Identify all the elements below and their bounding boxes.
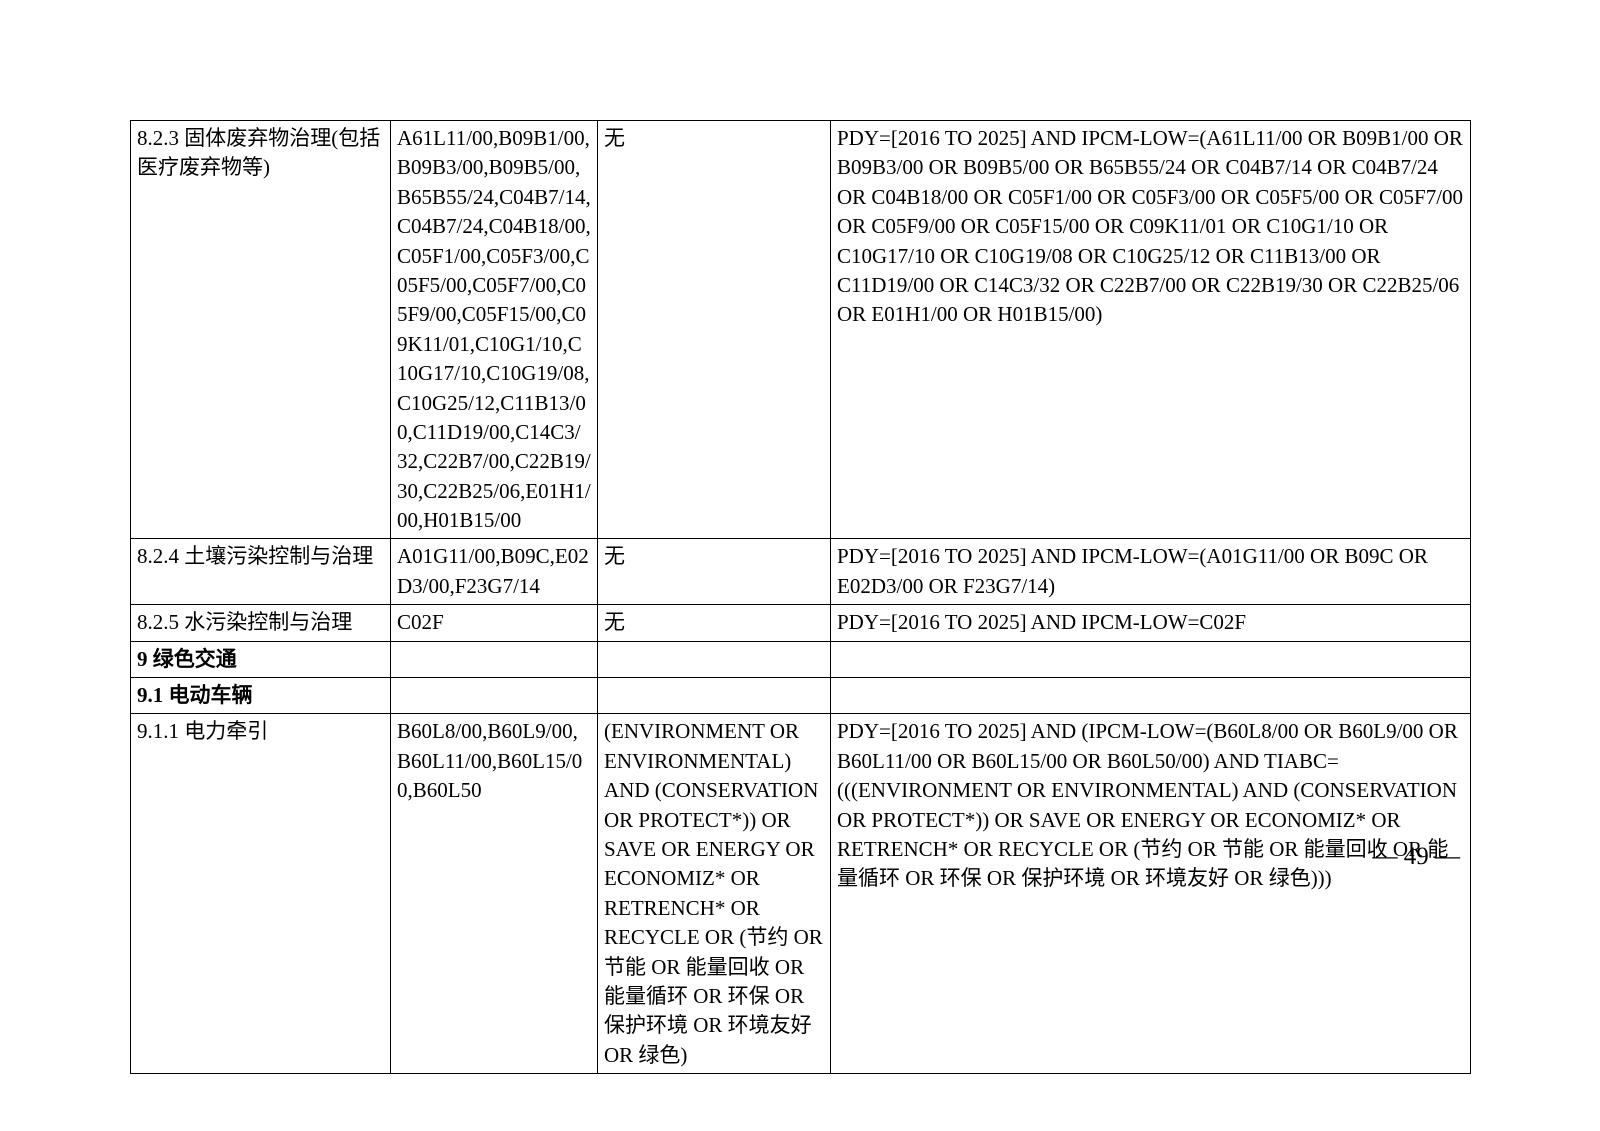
cell-codes: B60L8/00,B60L9/00,B60L11/00,B60L15/00,B6…	[391, 714, 598, 1074]
table-row: 9.1 电动车辆	[131, 678, 1471, 714]
cell-codes: A61L11/00,B09B1/00,B09B3/00,B09B5/00,B65…	[391, 121, 598, 539]
cell-empty	[598, 641, 831, 677]
cell-section-header: 9 绿色交通	[131, 641, 391, 677]
cell-empty	[391, 678, 598, 714]
cell-topic: 8.2.3 固体废弃物治理(包括医疗废弃物等)	[131, 121, 391, 539]
cell-section-header: 9.1 电动车辆	[131, 678, 391, 714]
cell-empty	[831, 678, 1471, 714]
cell-codes: C02F	[391, 605, 598, 641]
classification-table: 8.2.3 固体废弃物治理(包括医疗废弃物等) A61L11/00,B09B1/…	[130, 120, 1471, 1074]
cell-keywords: 无	[598, 605, 831, 641]
table-row: 9.1.1 电力牵引 B60L8/00,B60L9/00,B60L11/00,B…	[131, 714, 1471, 1074]
cell-empty	[391, 641, 598, 677]
page-number: — 49 —	[1373, 843, 1461, 871]
cell-query: PDY=[2016 TO 2025] AND IPCM-LOW=(A61L11/…	[831, 121, 1471, 539]
document-page: 8.2.3 固体废弃物治理(包括医疗废弃物等) A61L11/00,B09B1/…	[0, 0, 1600, 1131]
table-row: 8.2.4 土壤污染控制与治理 A01G11/00,B09C,E02D3/00,…	[131, 539, 1471, 605]
cell-query: PDY=[2016 TO 2025] AND IPCM-LOW=C02F	[831, 605, 1471, 641]
cell-topic: 8.2.4 土壤污染控制与治理	[131, 539, 391, 605]
cell-query: PDY=[2016 TO 2025] AND (IPCM-LOW=(B60L8/…	[831, 714, 1471, 1074]
cell-topic: 8.2.5 水污染控制与治理	[131, 605, 391, 641]
cell-keywords: 无	[598, 121, 831, 539]
table-row: 8.2.5 水污染控制与治理 C02F 无 PDY=[2016 TO 2025]…	[131, 605, 1471, 641]
cell-keywords: (ENVIRONMENT OR ENVIRONMENTAL) AND (CONS…	[598, 714, 831, 1074]
table-row: 8.2.3 固体废弃物治理(包括医疗废弃物等) A61L11/00,B09B1/…	[131, 121, 1471, 539]
cell-codes: A01G11/00,B09C,E02D3/00,F23G7/14	[391, 539, 598, 605]
cell-query: PDY=[2016 TO 2025] AND IPCM-LOW=(A01G11/…	[831, 539, 1471, 605]
table-row: 9 绿色交通	[131, 641, 1471, 677]
table-body: 8.2.3 固体废弃物治理(包括医疗废弃物等) A61L11/00,B09B1/…	[131, 121, 1471, 1074]
cell-empty	[831, 641, 1471, 677]
cell-keywords: 无	[598, 539, 831, 605]
cell-empty	[598, 678, 831, 714]
cell-topic: 9.1.1 电力牵引	[131, 714, 391, 1074]
